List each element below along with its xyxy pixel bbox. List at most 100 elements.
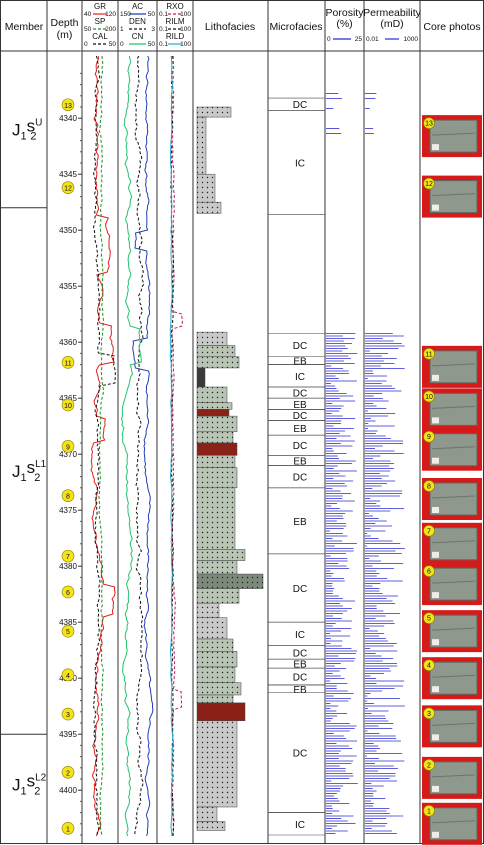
core-photo-texture: [431, 820, 476, 824]
core-photo-texture: [431, 540, 476, 544]
lithofacies-bed-pattern: [197, 821, 225, 831]
core-photo-edge: [429, 709, 478, 743]
header-core-photos: Core photos: [423, 21, 480, 33]
core-photo-tag: [432, 417, 439, 424]
core-photo-edge: [429, 433, 478, 467]
core-photo-number: 2: [427, 762, 431, 769]
header-porosity: Porosity (%): [326, 7, 365, 30]
core-photo-edge: [429, 567, 478, 601]
lithofacies-bed-pattern: [197, 695, 233, 703]
curve-name: SP: [95, 17, 106, 26]
curve-max: 50: [148, 41, 156, 48]
lithofacies-bed-pattern: [197, 574, 263, 589]
gr-curve: [90, 55, 116, 837]
microfacies-label: DC: [293, 341, 307, 352]
microfacies-label: EB: [293, 357, 307, 368]
core-photo-edge: [429, 527, 478, 561]
ac-curve: [132, 55, 154, 837]
lithofacies-bed-pattern: [197, 332, 227, 346]
microfacies-label: IC: [295, 158, 305, 169]
porosity-scale-max: 25: [355, 36, 363, 43]
header-member: Member: [5, 21, 44, 33]
core-photo-texture: [431, 363, 476, 367]
depth-label: 4385: [59, 618, 77, 627]
core-photo-number: 9: [427, 434, 431, 441]
header-microfacies: Microfacies: [269, 21, 322, 33]
curve-name: RXO: [166, 2, 183, 11]
microfacies-label: EB: [293, 456, 307, 467]
core-photo-number-marker: [423, 759, 435, 771]
microfacies-label: EB: [293, 424, 307, 435]
microfacies-label: IC: [295, 630, 305, 641]
core-photo-number: 4: [427, 663, 431, 670]
core-photo-tag: [432, 551, 439, 558]
microfacies-label: DC: [293, 584, 307, 595]
core-photo-number-marker: [423, 177, 435, 190]
microfacies-label: IC: [295, 372, 305, 383]
core-photo-edge: [429, 180, 478, 214]
core-photo-number-marker: [423, 430, 435, 443]
depth-label: 4395: [59, 730, 77, 739]
microfacies-label: DC: [293, 473, 307, 484]
lithofacies-bed-pattern: [197, 720, 237, 807]
curve-max: 100: [180, 11, 191, 18]
sample-marker-label: 12: [64, 186, 72, 193]
depth-label: 4345: [59, 170, 77, 179]
lithofacies-bed-pattern: [197, 387, 227, 403]
sample-marker: [61, 181, 75, 194]
lithofacies-bed-pattern: [197, 549, 245, 561]
core-photo-tag: [432, 507, 439, 513]
sample-marker: [61, 821, 75, 835]
lithofacies-bed-pattern: [197, 356, 239, 368]
member-label: J1sL2 2: [12, 772, 47, 798]
lithofacies-bed-pattern: [197, 560, 237, 575]
curve-min: 0: [84, 41, 88, 48]
core-photo-number: 12: [425, 181, 433, 188]
sample-marker: [61, 98, 75, 112]
permeability-scale-min: 0.01: [366, 36, 379, 43]
lithofacies-bed-pattern: [197, 651, 237, 667]
sample-marker-label: 8: [66, 494, 70, 501]
sample-marker-label: 11: [64, 360, 71, 367]
sample-marker: [61, 668, 75, 682]
core-photo-number-marker: [423, 612, 435, 624]
lithofacies-bed-pattern: [197, 467, 237, 488]
curve-max: 3: [151, 26, 155, 33]
core-photo-number: 5: [427, 616, 431, 623]
curve-min: 50: [84, 26, 92, 33]
rxo-curve: [170, 55, 183, 837]
log-curve-tracks: [90, 55, 183, 837]
core-photo-edge: [429, 119, 478, 153]
core-photo-texture: [431, 774, 476, 778]
permeability-scale-max: 1000: [404, 36, 419, 43]
rild-curve: [169, 55, 174, 837]
lithofacies-bed-pattern: [197, 487, 235, 550]
core-photo-tag: [432, 734, 439, 741]
sample-marker: [61, 707, 75, 721]
sample-marker-label: 4: [66, 673, 70, 680]
lithofacies-column: [196, 106, 264, 831]
member-label: J1sL1 2: [12, 458, 47, 484]
header-permeability: Permeability (mD): [363, 7, 422, 30]
core-photo-texture: [431, 132, 476, 136]
core-photo-number: 3: [427, 711, 431, 718]
lithofacies-bed-pattern: [197, 455, 235, 468]
microfacies-label: DC: [293, 100, 307, 111]
lithofacies-bed: [196, 367, 206, 388]
core-photo-tag: [432, 686, 439, 693]
core-photo-tag: [432, 785, 439, 792]
core-photo-texture: [431, 674, 476, 678]
microfacies-label: EB: [293, 660, 307, 671]
core-photo-edge: [429, 482, 478, 516]
curve-name: RILD: [166, 32, 184, 41]
header-lithofacies: Lithofacies: [205, 21, 255, 33]
core-photo-texture: [431, 627, 476, 631]
member-label: J1sU 2: [12, 116, 42, 142]
core-photos-column: 13 12 11 10 9 8 7 6 5 4 3 2 1: [422, 115, 482, 845]
lithofacies-bed-pattern: [197, 345, 235, 357]
microfacies-column: DCICDCEBICDCEBDCEBDCEBDCEBDCICDCEBDCEBDC…: [268, 97, 325, 836]
microfacies-label: DC: [293, 648, 307, 659]
core-photo-edge: [429, 392, 478, 426]
sample-marker: [61, 765, 75, 779]
